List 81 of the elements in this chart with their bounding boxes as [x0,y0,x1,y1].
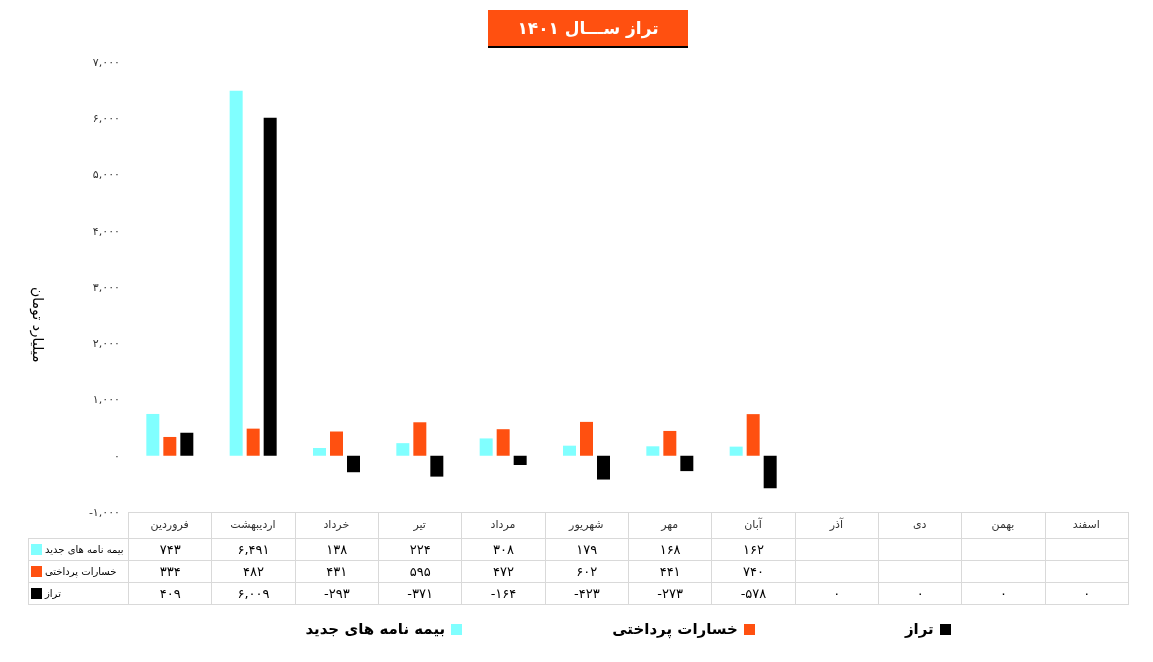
x-tick-label: اسفند [1072,517,1100,531]
x-tick-label: مهر [660,517,679,531]
data-label: -۳۷۱ [378,582,462,605]
data-label: ۱۶۸ [628,538,712,561]
data-label: ۴۷۲ [461,560,546,583]
bar [563,445,576,456]
bar [496,429,510,456]
bar [663,430,677,456]
y-tick-label: ۱,۰۰۰ [92,393,120,407]
y-tick-label: ۴,۰۰۰ [92,224,120,238]
y-tick-label: ۲,۰۰۰ [92,337,120,351]
data-label: ۱۷۹ [545,538,629,561]
bar [246,428,260,456]
data-label: ۷۴۰ [711,560,796,583]
data-label: ۳۰۸ [461,538,546,561]
x-tick-label: بهمن [991,517,1015,531]
bar [180,432,194,456]
bar [330,431,343,456]
bar [396,443,410,456]
bar [163,436,177,456]
data-label: -۵۷۸ [711,582,796,605]
data-label: ۶,۴۹۱ [211,538,296,561]
bar [746,414,760,456]
data-label: -۴۲۳ [545,582,629,605]
x-tick-label: آذر [828,516,844,531]
bar [347,455,360,473]
y-axis-title: میلیارد تومان [29,287,47,363]
bar [479,438,493,456]
data-label: ۰ [961,582,1046,605]
data-label: -۲۷۳ [628,582,712,605]
data-label: ۰ [1045,582,1129,605]
bar [763,455,777,489]
text: خسارات پرداختی [612,620,738,638]
x-tick-label: شهریور [568,517,604,531]
bar [413,422,427,456]
data-label: ۲۲۴ [378,538,462,561]
x-tick-label: خرداد [323,517,350,531]
data-label: ۰ [795,582,879,605]
legend-label: بیمه نامه های جدید [45,544,124,555]
bar [729,446,743,456]
data-label: ۵۹۵ [378,560,462,583]
data-label: ۴۰۹ [128,582,212,605]
data-label: ۶,۰۰۹ [211,582,296,605]
x-tick-label: آبان [744,516,763,531]
text: بیمه نامه های جدید [305,620,446,638]
data-label: ۳۳۴ [128,560,212,583]
bar [513,455,527,465]
bar [580,421,593,456]
y-tick-label: ۶,۰۰۰ [92,112,120,126]
data-label: ۴۴۱ [628,560,712,583]
data-label: ۴۸۲ [211,560,296,583]
x-tick-label: اردیبهشت [230,517,276,531]
data-label: ۴۳۱ [295,560,379,583]
bar [313,447,326,456]
y-tick-label: ۷,۰۰۰ [92,55,120,69]
legend-label: خسارات پرداختی [45,566,117,577]
chart-title: تراز ســـال ۱۴۰۱ [488,10,688,48]
bar [597,455,610,480]
x-tick-label: مرداد [490,517,516,531]
y-tick-label: ۳,۰۰۰ [92,280,120,294]
data-label: ۰ [878,582,962,605]
bar [646,446,660,456]
text: تراز [904,620,934,638]
data-label: -۱۶۴ [461,582,546,605]
data-label: -۲۹۳ [295,582,379,605]
bar [229,90,243,456]
data-label: ۱۶۲ [711,538,796,561]
data-label: ۷۴۳ [128,538,212,561]
data-label: ۱۳۸ [295,538,379,561]
legend-label: تراز [45,588,61,599]
bar [263,117,277,456]
x-tick-label: دی [912,517,927,531]
bar [680,455,694,472]
y-tick-label: -۱,۰۰۰ [88,505,120,519]
data-label: ۶۰۲ [545,560,629,583]
y-tick-label: ۰ [114,449,120,463]
y-tick-label: ۵,۰۰۰ [92,168,120,182]
x-tick-label: تیر [412,517,426,531]
bar [146,413,160,456]
x-tick-label: فروردین [150,517,189,531]
bar [430,455,444,477]
